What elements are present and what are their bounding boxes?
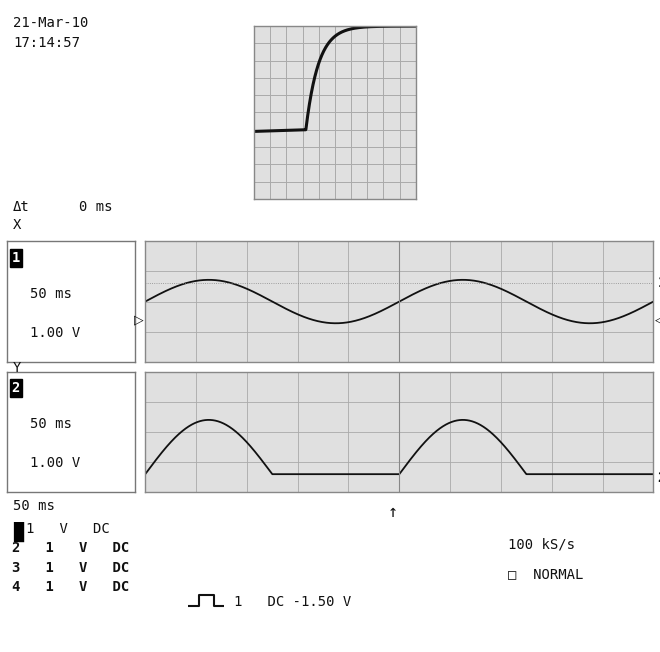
Text: 0 ms: 0 ms (79, 200, 113, 214)
Text: 21-Mar-10: 21-Mar-10 (13, 16, 88, 30)
Text: X: X (13, 218, 22, 232)
Text: 3   1   V   DC: 3 1 V DC (12, 561, 129, 574)
Text: 1.00 V: 1.00 V (30, 326, 80, 340)
Text: 1   DC -1.50 V: 1 DC -1.50 V (234, 595, 352, 608)
Text: ▷: ▷ (134, 313, 144, 326)
Text: ↑: ↑ (387, 503, 398, 522)
Text: 2: 2 (12, 381, 20, 395)
Text: 1: 1 (657, 276, 660, 290)
Text: 100 kS/s: 100 kS/s (508, 538, 576, 552)
Text: 4   1   V   DC: 4 1 V DC (12, 580, 129, 594)
Text: 1.00 V: 1.00 V (30, 456, 80, 470)
Text: □  NORMAL: □ NORMAL (508, 567, 583, 581)
Text: 50 ms: 50 ms (13, 499, 55, 512)
Text: 50 ms: 50 ms (30, 287, 72, 301)
Text: 1   V   DC: 1 V DC (26, 522, 110, 535)
Text: █: █ (13, 522, 23, 542)
Text: 2   1   V   DC: 2 1 V DC (12, 541, 129, 555)
Text: Δt: Δt (13, 200, 30, 214)
Text: Y: Y (13, 361, 22, 374)
Text: 1: 1 (12, 251, 20, 265)
Text: 50 ms: 50 ms (30, 417, 72, 432)
Text: 17:14:57: 17:14:57 (13, 36, 81, 50)
Text: ◁: ◁ (655, 313, 660, 326)
Text: 2: 2 (657, 471, 660, 485)
